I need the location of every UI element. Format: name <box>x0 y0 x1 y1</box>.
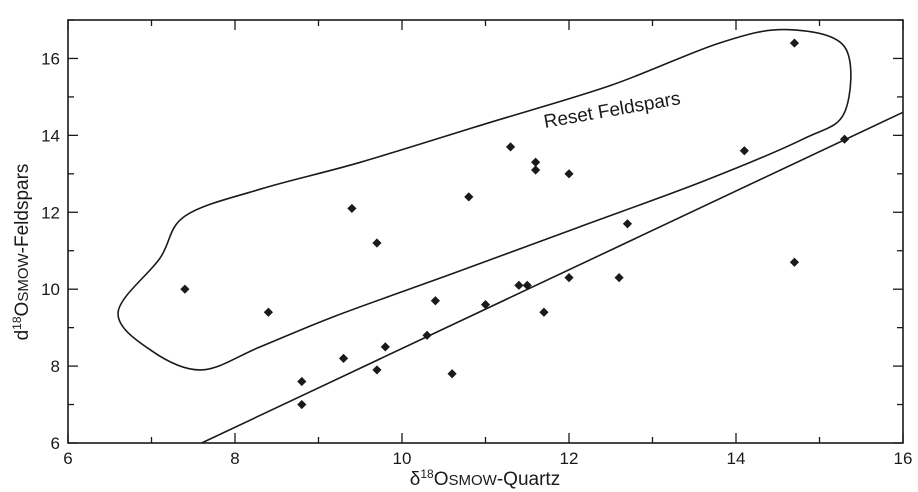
y-axis-label-prefix: d <box>12 330 33 341</box>
data-point <box>505 142 516 152</box>
data-point <box>739 146 749 156</box>
data-point <box>789 38 800 48</box>
axes-layer: 6 8 10 12 14 16 6 8 10 12 14 16 <box>41 19 913 468</box>
y-axis-label: d18OSMOW-Feldspars <box>10 164 33 341</box>
data-point <box>514 280 524 290</box>
y-axis-label-suffix: -Feldspars <box>12 164 33 254</box>
y-tick-label: 10 <box>41 280 60 299</box>
data-point <box>539 307 549 317</box>
data-point <box>614 273 624 283</box>
y-tick-label: 12 <box>41 203 60 222</box>
data-point <box>422 330 432 340</box>
y-tick-label: 8 <box>51 357 60 376</box>
data-point <box>338 353 349 363</box>
x-tick-label: 10 <box>393 449 412 468</box>
data-point <box>297 376 307 387</box>
data-point <box>839 134 850 144</box>
data-point <box>789 257 800 267</box>
data-point <box>464 192 474 202</box>
data-point <box>297 399 307 410</box>
x-tick-label: 14 <box>727 449 746 468</box>
plot-frame <box>67 19 904 444</box>
x-axis-label-suffix: -Quartz <box>497 469 560 490</box>
reset-feldspars-envelope <box>117 28 852 371</box>
data-point <box>372 365 382 375</box>
y-axis-label-superscript: 18 <box>10 316 24 330</box>
y-axis-label-subscript: SMOW <box>15 253 32 302</box>
data-point <box>622 219 633 229</box>
x-tick-label: 6 <box>63 449 72 468</box>
x-tick-label: 8 <box>230 449 239 468</box>
data-point <box>480 299 491 310</box>
data-point <box>531 157 541 167</box>
x-tick-label: 12 <box>560 449 579 468</box>
y-tick-label: 14 <box>41 126 60 145</box>
data-point <box>564 273 574 283</box>
data-point <box>430 296 440 306</box>
data-point <box>263 307 273 317</box>
x-axis-label: δ18OSMOW-Quartz <box>410 467 560 490</box>
data-point <box>531 165 541 175</box>
data-point <box>447 369 457 379</box>
annotation-label: Reset Feldspars <box>542 88 682 133</box>
data-point <box>180 284 190 294</box>
x-tick-label: 16 <box>894 449 913 468</box>
data-point <box>380 342 390 352</box>
y-axis-label-main: O <box>12 302 33 317</box>
y-tick-label: 16 <box>41 49 60 68</box>
x-axis-label-subscript: SMOW <box>449 472 498 489</box>
trend-layer <box>201 111 904 444</box>
data-point <box>347 203 357 214</box>
x-axis-label-prefix: δ <box>410 469 421 490</box>
data-point <box>372 238 382 248</box>
y-tick-label: 6 <box>51 434 60 453</box>
x-axis-label-superscript: 18 <box>420 467 434 481</box>
x-axis-label-main: O <box>434 469 449 490</box>
points-layer <box>180 38 850 410</box>
envelope-layer <box>117 28 852 371</box>
data-point <box>564 169 574 179</box>
trend-line <box>201 111 904 444</box>
data-point <box>522 280 532 290</box>
